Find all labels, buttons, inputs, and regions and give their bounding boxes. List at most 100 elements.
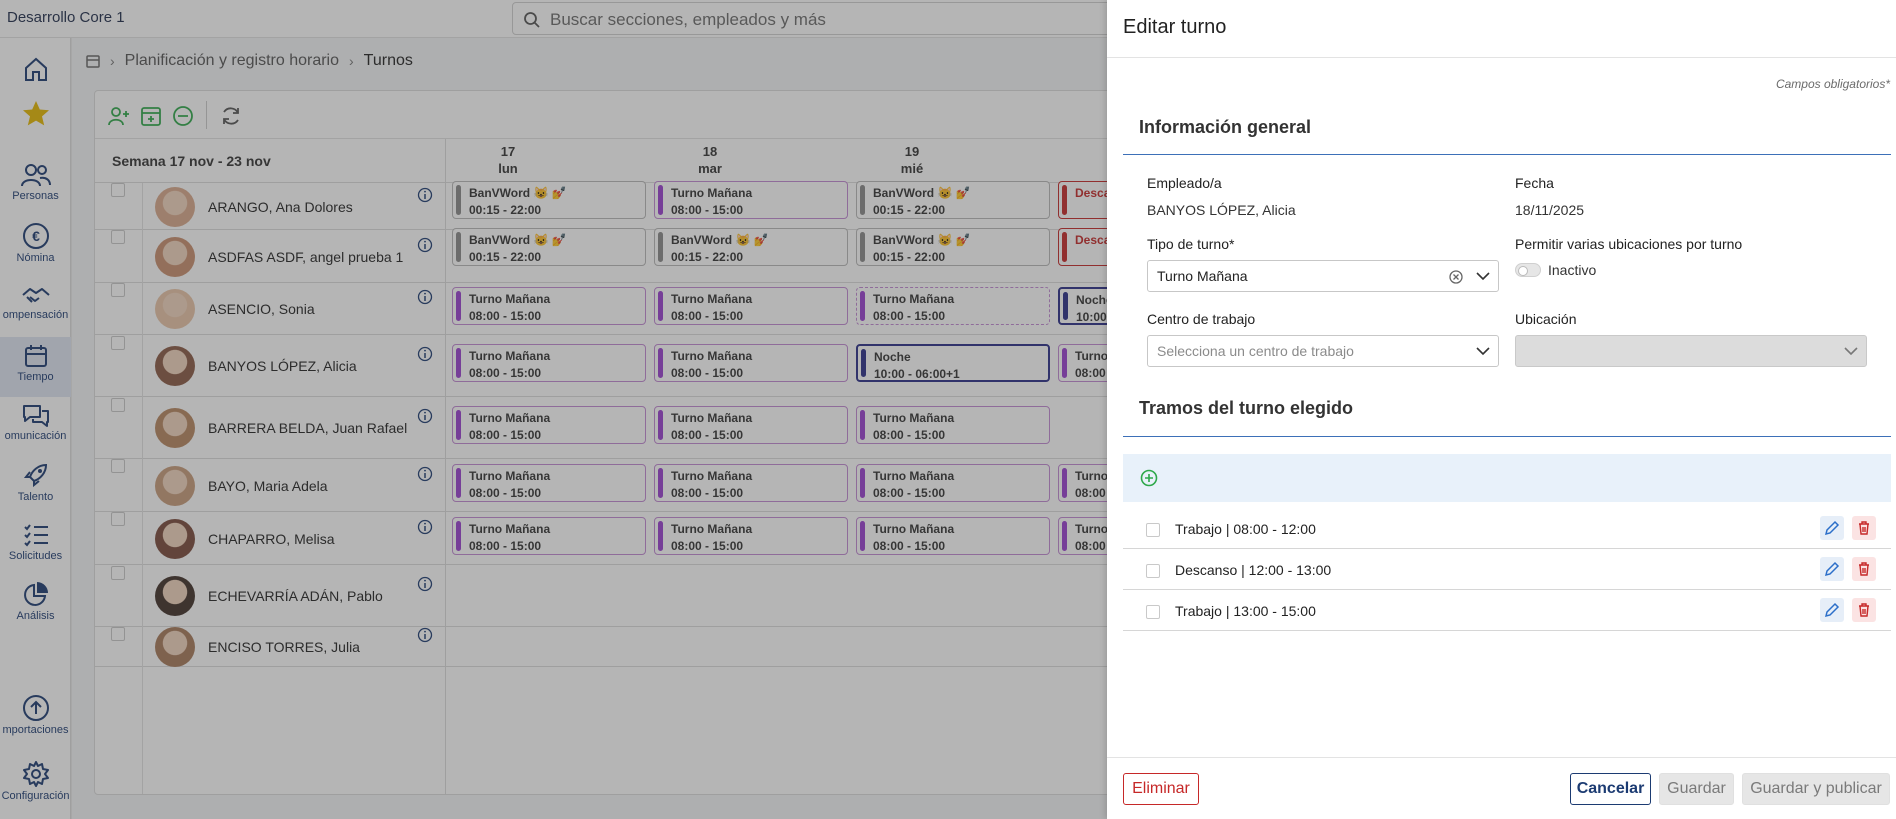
shift-card[interactable]: Turno Mañana 08:00 - 15:00 (452, 287, 646, 325)
edit-tramo-button[interactable] (1820, 516, 1844, 540)
row-checkbox[interactable] (111, 398, 125, 412)
info-icon[interactable] (417, 519, 433, 535)
sidebar-item-analisis[interactable]: Análisis (0, 580, 71, 622)
sidebar-item-importaciones[interactable]: mportaciones (0, 694, 71, 736)
delete-tramo-button[interactable] (1852, 598, 1876, 622)
avatar (155, 576, 195, 616)
shift-card[interactable]: Turno Mañana 08:00 - 15:00 (856, 464, 1050, 502)
add-person-icon[interactable] (107, 104, 131, 128)
shift-card[interactable]: Turno Mañana 08:00 - 15:00 (452, 406, 646, 444)
tramo-checkbox[interactable] (1146, 523, 1160, 537)
workcenter-select[interactable]: Selecciona un centro de trabajo (1147, 335, 1499, 367)
employee-name[interactable]: BAYO, Maria Adela (208, 478, 328, 494)
shift-card[interactable]: Turno Mañana 08:00 - 15:00 (856, 287, 1050, 325)
sidebar-item-favorites[interactable] (0, 99, 71, 127)
clear-icon[interactable] (1448, 269, 1464, 285)
section-title-general: Información general (1139, 117, 1312, 137)
shift-card[interactable]: Turno Mañana 08:00 - 15:00 (654, 344, 848, 382)
shift-card[interactable]: Turno Mañana 08:00 - 15:00 (654, 464, 848, 502)
row-checkbox[interactable] (111, 512, 125, 526)
sidebar-item-nomina[interactable]: € Nómina (0, 222, 71, 264)
info-icon[interactable] (417, 237, 433, 253)
row-checkbox[interactable] (111, 459, 125, 473)
shift-card[interactable]: Turno Mañana 08:00 - 15:00 (452, 517, 646, 555)
info-icon[interactable] (417, 408, 433, 424)
row-checkbox[interactable] (111, 183, 125, 197)
shift-card[interactable]: Turno Mañana 08:00 - 15:00 (654, 406, 848, 444)
sidebar-item-label: ompensación (2, 309, 69, 321)
shift-time: 08:00 - 15:00 (469, 486, 542, 500)
shift-card[interactable]: Turno Mañana 08:00 - 15:00 (856, 406, 1050, 444)
employee-name[interactable]: ASDFAS ASDF, angel prueba 1 (208, 249, 404, 265)
save-button[interactable]: Guardar (1659, 773, 1734, 805)
delete-tramo-button[interactable] (1852, 557, 1876, 581)
row-checkbox[interactable] (111, 627, 125, 641)
sidebar-item-solicitudes[interactable]: Solicitudes (0, 522, 71, 562)
modal-overlay[interactable] (0, 0, 1107, 819)
employee-name[interactable]: CHAPARRO, Melisa (208, 531, 335, 547)
sidebar-item-configuracion[interactable]: Configuración (0, 760, 71, 802)
delete-button[interactable]: Eliminar (1123, 773, 1199, 805)
divider (1107, 57, 1896, 58)
sidebar-item-personas[interactable]: Personas (0, 162, 71, 202)
shift-type-select[interactable]: Turno Mañana (1147, 260, 1499, 292)
gear-icon (22, 761, 49, 787)
shift-card[interactable]: Turno Mañana 08:00 - 15:00 (654, 517, 848, 555)
shift-card[interactable]: Turno Mañana 08:00 - 15:00 (654, 181, 848, 219)
shift-card[interactable]: Turno Mañana 08:00 - 15:00 (654, 287, 848, 325)
tramo-label: Trabajo | 13:00 - 15:00 (1175, 603, 1316, 619)
edit-tramo-button[interactable] (1820, 598, 1844, 622)
shift-title: Turno (1075, 469, 1109, 483)
sidebar-item-talento[interactable]: Talento (0, 461, 71, 503)
shift-card[interactable]: Turno Mañana 08:00 - 15:00 (452, 464, 646, 502)
row-checkbox[interactable] (111, 566, 125, 580)
shift-card[interactable]: BanVWord 😺 💅 00:15 - 22:00 (452, 228, 646, 266)
save-and-publish-button[interactable]: Guardar y publicar (1742, 773, 1890, 805)
employee-name[interactable]: ECHEVARRÍA ADÁN, Pablo (208, 588, 383, 604)
info-icon[interactable] (417, 289, 433, 305)
info-icon[interactable] (417, 187, 433, 203)
shift-time: 00:15 - 22:00 (469, 250, 542, 264)
shift-card[interactable]: Turno Mañana 08:00 - 15:00 (452, 344, 646, 382)
tramo-checkbox[interactable] (1146, 564, 1160, 578)
cancel-button[interactable]: Cancelar (1570, 773, 1651, 805)
avatar (155, 187, 195, 227)
employee-name[interactable]: ARANGO, Ana Dolores (208, 199, 353, 215)
sidebar-item-tiempo[interactable]: Tiempo (0, 337, 71, 397)
info-icon[interactable] (417, 466, 433, 482)
drawer-title: Editar turno (1123, 16, 1227, 38)
edit-tramo-button[interactable] (1820, 557, 1844, 581)
row-checkbox[interactable] (111, 336, 125, 350)
row-checkbox[interactable] (111, 283, 125, 297)
multi-location-toggle[interactable] (1515, 263, 1541, 277)
info-icon[interactable] (417, 576, 433, 592)
employee-name[interactable]: BARRERA BELDA, Juan Rafael (208, 420, 408, 436)
info-icon[interactable] (417, 346, 433, 362)
shift-card[interactable]: BanVWord 😺 💅 00:15 - 22:00 (856, 181, 1050, 219)
refresh-icon[interactable] (219, 104, 243, 128)
shift-time: 08:00 - 15:00 (671, 309, 744, 323)
employee-name[interactable]: ENCISO TORRES, Julia (208, 639, 360, 655)
shift-card[interactable]: Noche 10:00 - 06:00+1 (856, 344, 1050, 382)
delete-tramo-button[interactable] (1852, 516, 1876, 540)
employee-name[interactable]: BANYOS LÓPEZ, Alicia (208, 358, 357, 374)
add-circle-icon[interactable] (1140, 469, 1158, 487)
shift-title: Turno Mañana (873, 292, 955, 306)
sidebar-item-home[interactable] (0, 56, 71, 82)
tramo-checkbox[interactable] (1146, 605, 1160, 619)
shift-card[interactable]: BanVWord 😺 💅 00:15 - 22:00 (654, 228, 848, 266)
avatar (155, 237, 195, 277)
sidebar-item-compensacion[interactable]: ompensación (0, 283, 71, 321)
shift-card[interactable]: BanVWord 😺 💅 00:15 - 22:00 (856, 228, 1050, 266)
employee-name[interactable]: ASENCIO, Sonia (208, 301, 315, 317)
shift-card[interactable]: BanVWord 😺 💅 00:15 - 22:00 (452, 181, 646, 219)
info-icon[interactable] (417, 627, 433, 643)
breadcrumb-level1[interactable]: Planificación y registro horario (124, 52, 339, 69)
shift-title: Turno (1075, 349, 1109, 363)
add-calendar-icon[interactable] (139, 104, 163, 128)
global-search-input[interactable]: Buscar secciones, empleados y más (512, 2, 1212, 35)
sidebar-item-comunicacion[interactable]: omunicación (0, 402, 71, 442)
row-checkbox[interactable] (111, 230, 125, 244)
shift-card[interactable]: Turno Mañana 08:00 - 15:00 (856, 517, 1050, 555)
remove-circle-icon[interactable] (171, 104, 195, 128)
